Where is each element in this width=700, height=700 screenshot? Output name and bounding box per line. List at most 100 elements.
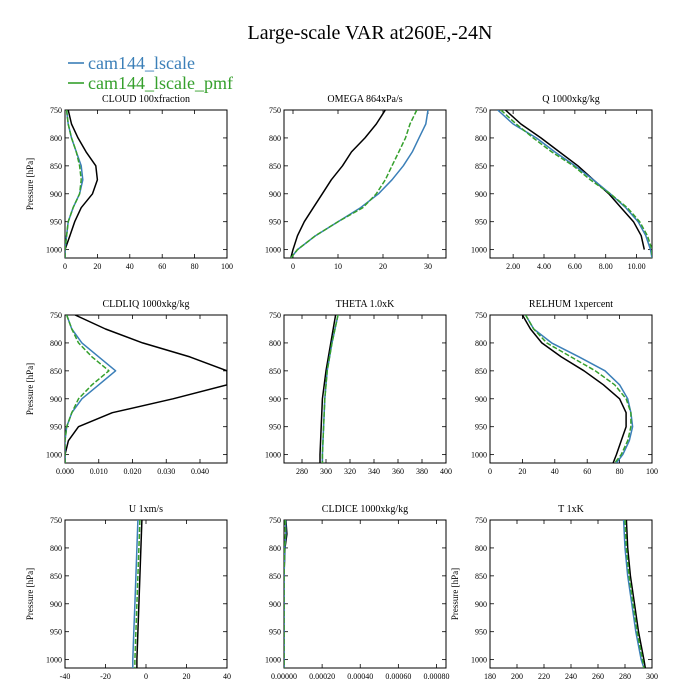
- series-line-lscale-pmf: [284, 520, 287, 668]
- panel-2: Q 1000xkg/kg 750 800 850 900 950 1000 2.00 4.00 6…: [471, 94, 653, 271]
- x-tick-label: 40: [223, 672, 231, 681]
- y-tick-label: 900: [475, 190, 487, 199]
- panel-1: OMEGA 864xPa/s 750 800 850 900 950 1000 0 10 20 30: [265, 94, 447, 271]
- panel-6: U 1xm/s 750 800 850 900 950 1000 -40 -20 0 20 40 Pre…: [25, 504, 231, 681]
- y-tick-label: 1000: [265, 246, 281, 255]
- x-tick-label: 220: [538, 672, 550, 681]
- panel-3: CLDLIQ 1000xkg/kg 750 800 850 900 950 1000 0.00…: [25, 299, 228, 476]
- x-tick-label: 0.040: [191, 467, 209, 476]
- x-tick-label: 0: [63, 262, 67, 271]
- series-line-obs: [504, 110, 646, 250]
- series-line-lscale: [65, 315, 117, 463]
- panel-title: CLDLIQ 1000xkg/kg: [103, 299, 190, 310]
- y-axis-label: Pressure [hPa]: [25, 363, 35, 415]
- series-line-obs: [65, 110, 99, 258]
- plot-frame: [64, 519, 228, 669]
- panel-title: Q 1000xkg/kg: [542, 94, 600, 105]
- series-line-lscale: [132, 520, 139, 668]
- y-tick-label: 800: [50, 134, 62, 143]
- y-tick-label: 750: [269, 516, 281, 525]
- y-tick-label: 800: [475, 339, 487, 348]
- panel-title: RELHUM 1xpercent: [529, 299, 613, 310]
- y-tick-label: 950: [475, 218, 487, 227]
- y-tick-label: 950: [269, 218, 281, 227]
- y-axis-label: Pressure [hPa]: [25, 568, 35, 620]
- y-tick-label: 1000: [46, 451, 62, 460]
- y-tick-label: 900: [50, 600, 62, 609]
- y-tick-label: 750: [475, 516, 487, 525]
- series-group: [497, 110, 652, 258]
- y-tick-label: 800: [269, 544, 281, 553]
- y-tick-label: 900: [269, 600, 281, 609]
- panel-title: U 1xm/s: [129, 504, 163, 515]
- series-line-lscale: [321, 315, 339, 463]
- panel-title: CLOUD 100xfraction: [102, 94, 190, 105]
- series-line-obs: [65, 315, 227, 463]
- x-tick-label: 10.00: [628, 262, 646, 271]
- x-tick-label: 40: [551, 467, 559, 476]
- plot-frame: [489, 314, 653, 464]
- y-tick-label: 900: [269, 395, 281, 404]
- x-tick-label: 80: [191, 262, 199, 271]
- x-tick-label: 0.020: [124, 467, 142, 476]
- x-tick-label: 0.000: [56, 467, 74, 476]
- x-tick-label: 0: [144, 672, 148, 681]
- x-tick-label: 280: [619, 672, 631, 681]
- x-tick-label: 6.00: [568, 262, 582, 271]
- plot-frame: [489, 109, 653, 259]
- plot-frame: [283, 519, 447, 669]
- y-tick-label: 750: [269, 311, 281, 320]
- x-tick-label: 380: [416, 467, 428, 476]
- panel-title: T 1xK: [558, 504, 584, 515]
- x-tick-label: 4.00: [537, 262, 551, 271]
- series-line-lscale: [524, 315, 634, 463]
- x-tick-label: 0.00020: [309, 672, 335, 681]
- y-tick-label: 850: [50, 367, 62, 376]
- x-tick-label: 20: [93, 262, 101, 271]
- y-tick-label: 750: [50, 106, 62, 115]
- x-tick-label: 0.00060: [385, 672, 411, 681]
- series-group: [284, 520, 288, 668]
- y-tick-label: 750: [475, 311, 487, 320]
- x-tick-label: 240: [565, 672, 577, 681]
- y-tick-label: 900: [269, 190, 281, 199]
- series-line-lscale-pmf: [500, 110, 652, 258]
- y-tick-label: 1000: [471, 656, 487, 665]
- series-line-obs: [625, 520, 647, 668]
- y-tick-label: 850: [50, 572, 62, 581]
- x-tick-label: 60: [158, 262, 166, 271]
- x-tick-label: 320: [344, 467, 356, 476]
- x-tick-label: 0.00000: [271, 672, 297, 681]
- y-tick-label: 750: [50, 516, 62, 525]
- series-group: [521, 315, 634, 463]
- x-tick-label: -20: [100, 672, 111, 681]
- y-tick-label: 800: [50, 544, 62, 553]
- series-line-lscale-pmf: [321, 315, 339, 463]
- series-line-lscale-pmf: [65, 315, 110, 463]
- x-tick-label: 20: [518, 467, 526, 476]
- x-tick-label: 10: [334, 262, 342, 271]
- series-line-obs: [136, 520, 143, 668]
- x-tick-label: 20: [183, 672, 191, 681]
- series-line-lscale: [497, 110, 652, 258]
- y-tick-label: 1000: [46, 656, 62, 665]
- y-tick-label: 900: [475, 395, 487, 404]
- y-tick-label: 750: [50, 311, 62, 320]
- y-tick-label: 950: [269, 423, 281, 432]
- x-tick-label: 0.00040: [347, 672, 373, 681]
- series-line-lscale: [65, 110, 84, 258]
- x-tick-label: 400: [440, 467, 452, 476]
- y-tick-label: 750: [269, 106, 281, 115]
- plot-frame: [64, 109, 228, 259]
- panel-title: OMEGA 864xPa/s: [327, 94, 402, 105]
- x-tick-label: 300: [646, 672, 658, 681]
- series-line-lscale-pmf: [524, 315, 632, 463]
- x-tick-label: 60: [583, 467, 591, 476]
- y-tick-label: 850: [50, 162, 62, 171]
- x-tick-label: 2.00: [506, 262, 520, 271]
- series-line-obs: [319, 315, 337, 463]
- series-group: [132, 520, 143, 668]
- series-line-lscale-pmf: [65, 110, 82, 258]
- x-tick-label: 0: [488, 467, 492, 476]
